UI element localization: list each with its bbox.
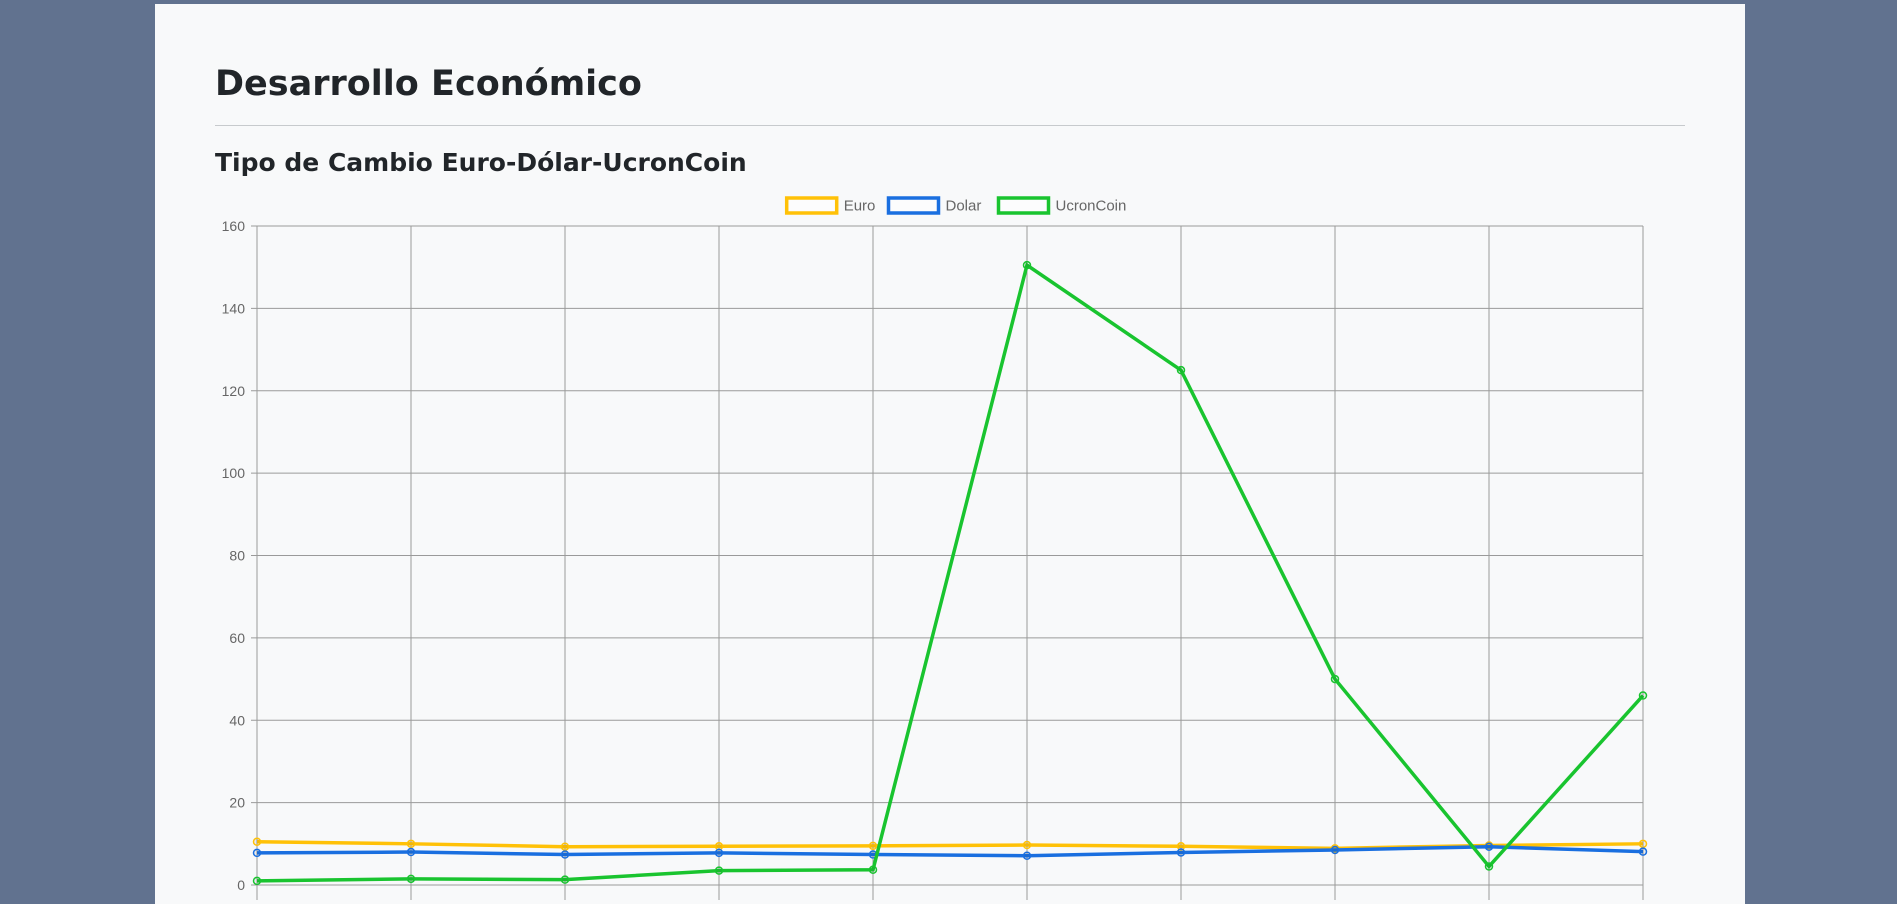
legend-swatch — [886, 196, 941, 215]
series-ucroncoin — [252, 260, 1648, 886]
data-point-ucroncoin[interactable] — [868, 865, 878, 875]
y-tick-label: 40 — [229, 712, 245, 728]
data-point-euro[interactable] — [1638, 839, 1648, 849]
data-point-ucroncoin[interactable] — [714, 866, 724, 875]
data-point-euro[interactable] — [252, 837, 262, 847]
data-point-euro[interactable] — [406, 839, 416, 849]
chart-grid — [251, 225, 1644, 900]
legend-label: UcronCoin — [1056, 198, 1127, 215]
legend-item-dolar[interactable]: Dolar — [886, 196, 982, 215]
series-line-ucroncoin — [256, 262, 1645, 883]
series-dolar — [252, 842, 1648, 861]
series-euro — [252, 837, 1648, 853]
y-tick-label: 60 — [229, 630, 245, 646]
data-point-ucroncoin[interactable] — [1176, 365, 1186, 375]
data-point-ucroncoin[interactable] — [1022, 260, 1032, 270]
y-tick-label: 140 — [222, 300, 246, 316]
data-point-dolar[interactable] — [1638, 847, 1648, 856]
page-title: Desarrollo Económico — [215, 64, 642, 104]
data-point-dolar[interactable] — [1022, 851, 1032, 861]
legend-label: Dolar — [946, 198, 982, 215]
section-title: Tipo de Cambio Euro-Dólar-UcronCoin — [215, 148, 747, 177]
y-tick-label: 120 — [222, 383, 246, 399]
data-point-euro[interactable] — [868, 841, 878, 851]
data-point-dolar[interactable] — [1484, 842, 1494, 851]
data-point-ucroncoin[interactable] — [252, 876, 262, 886]
y-tick-label: 100 — [222, 465, 246, 481]
y-tick-label: 80 — [229, 548, 245, 564]
chart-y-axis: 0 20 40 60 80 100 120 140 160 — [222, 218, 246, 893]
data-point-ucroncoin[interactable] — [1330, 674, 1340, 684]
legend-swatch — [996, 196, 1051, 215]
title-divider — [215, 125, 1685, 126]
data-point-dolar[interactable] — [252, 848, 262, 858]
chart-legend[interactable]: Euro Dolar UcronCoin — [784, 196, 1127, 215]
legend-item-euro[interactable]: Euro — [784, 196, 876, 215]
y-tick-label: 0 — [237, 877, 245, 893]
data-point-euro[interactable] — [1022, 840, 1032, 850]
data-point-dolar[interactable] — [1176, 848, 1186, 857]
legend-swatch — [784, 196, 839, 215]
series-line-dolar — [256, 844, 1644, 858]
y-tick-label: 20 — [229, 795, 245, 811]
data-point-ucroncoin[interactable] — [1638, 691, 1648, 700]
data-point-ucroncoin[interactable] — [406, 874, 416, 884]
data-point-euro[interactable] — [560, 842, 570, 851]
y-tick-label: 160 — [222, 218, 246, 234]
data-point-ucroncoin[interactable] — [560, 875, 570, 884]
chart-series — [252, 260, 1648, 886]
content-card: Desarrollo Económico Tipo de Cambio Euro… — [155, 4, 1745, 904]
data-point-dolar[interactable] — [1330, 845, 1340, 855]
legend-item-ucroncoin[interactable]: UcronCoin — [996, 196, 1127, 215]
data-point-euro[interactable] — [1176, 842, 1186, 851]
data-point-ucroncoin[interactable] — [1484, 862, 1494, 871]
data-point-dolar[interactable] — [406, 847, 416, 857]
data-point-dolar[interactable] — [560, 850, 570, 859]
data-point-dolar[interactable] — [714, 848, 724, 858]
legend-label: Euro — [844, 198, 876, 215]
